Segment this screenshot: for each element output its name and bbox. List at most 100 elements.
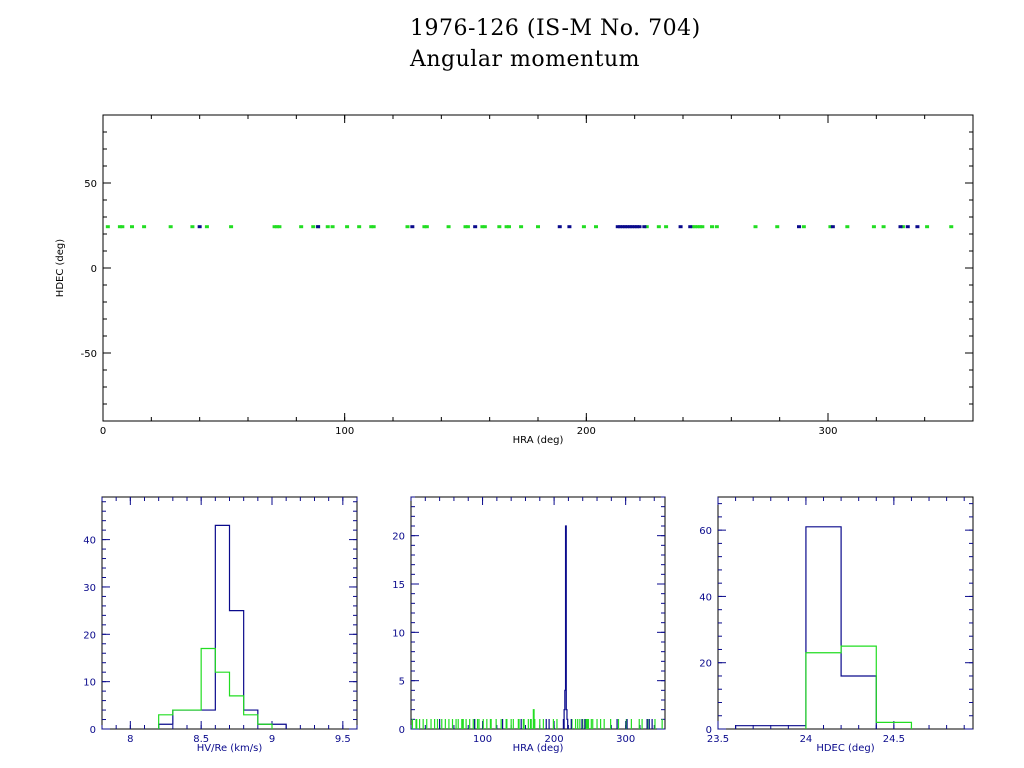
data-point-green — [117, 225, 122, 229]
hist1-xtick-label: 8.5 — [193, 734, 209, 745]
data-point-blue — [635, 225, 640, 229]
hist2-axes: 100 200 300 0 5 10 15 20 HRA (deg) — [392, 496, 666, 754]
data-point-green — [311, 225, 316, 229]
hist2-hist-green — [532, 709, 535, 729]
data-point-green — [229, 225, 234, 229]
main-xtick-label: 300 — [818, 426, 837, 437]
data-point-green — [325, 225, 330, 229]
data-point-green — [357, 225, 362, 229]
data-point-green — [105, 225, 110, 229]
main-xlabel: HRA (deg) — [513, 435, 564, 446]
data-point-blue — [642, 225, 647, 229]
data-point-blue — [905, 225, 910, 229]
chart-title: 1976-126 (IS-M No. 704) — [410, 16, 701, 41]
data-point-blue — [688, 225, 693, 229]
data-point-green — [664, 225, 669, 229]
hist2-ytick-label: 10 — [392, 628, 405, 639]
main-xtick-label: 0 — [100, 426, 106, 437]
data-point-green — [275, 225, 279, 229]
data-point-green — [446, 225, 451, 229]
data-point-green — [272, 225, 277, 229]
data-point-green — [497, 225, 502, 229]
hist2-ytick-label: 0 — [399, 725, 405, 736]
data-point-green — [536, 225, 540, 229]
data-point-green — [925, 225, 930, 229]
hist3-xtick-label: 23.5 — [707, 734, 729, 745]
data-point-green — [710, 225, 714, 229]
data-point-green — [519, 225, 524, 229]
hist2-ytick-label: 5 — [399, 677, 405, 688]
data-point-green — [714, 225, 719, 229]
data-point-blue — [637, 225, 642, 229]
hist2-ytick-label: 20 — [392, 532, 405, 543]
data-point-green — [700, 225, 705, 229]
data-point-blue — [410, 225, 415, 229]
data-point-blue — [557, 225, 562, 229]
main-xtick-label: 200 — [577, 426, 596, 437]
data-point-blue — [630, 225, 635, 229]
data-point-green — [693, 225, 698, 229]
data-point-blue — [615, 225, 620, 229]
hist3-hist-blue — [734, 526, 877, 729]
data-point-green — [422, 225, 427, 229]
hist2-hist-blue — [563, 525, 569, 729]
hist1-xtick-label: 8 — [127, 734, 133, 745]
data-point-blue — [623, 225, 627, 229]
hist1-xtick-label: 9.5 — [335, 734, 351, 745]
data-point-blue — [915, 225, 920, 229]
data-point-green — [949, 225, 954, 229]
chart-subtitle: Angular momentum — [410, 47, 640, 72]
data-point-green — [900, 225, 905, 229]
data-point-blue — [632, 225, 637, 229]
main-axes: 0 100 200 300 -50 0 50 HRA (deg) HDEC (deg) — [55, 114, 974, 446]
data-point-green — [369, 225, 374, 229]
data-point-blue — [316, 225, 321, 229]
data-point-blue — [678, 225, 683, 229]
hist3-hist-green — [805, 645, 913, 729]
data-point-green — [482, 225, 487, 229]
data-point-green — [656, 225, 661, 229]
data-point-blue — [473, 225, 478, 229]
main-ytick-label: 50 — [84, 179, 97, 190]
data-point-green — [168, 225, 173, 229]
data-point-green — [828, 225, 833, 229]
data-point-blue — [830, 225, 835, 229]
main-ytick-label: -50 — [81, 349, 97, 360]
data-point-green — [142, 225, 147, 229]
data-point-green — [463, 225, 468, 229]
data-point-green — [775, 225, 780, 229]
data-point-green — [204, 225, 209, 229]
hist1-hist-green — [158, 647, 273, 729]
data-point-green — [594, 225, 598, 229]
data-point-green — [371, 225, 376, 229]
data-point-green — [345, 225, 350, 229]
hist2-frame — [410, 496, 666, 730]
hist3-xlabel: HDEC (deg) — [816, 743, 874, 754]
main-ylabel: HDEC (deg) — [55, 239, 66, 297]
hist2-xtick-label: 200 — [545, 734, 564, 745]
data-point-green — [465, 225, 470, 229]
data-point-green — [697, 225, 702, 229]
hist2-xlabel: HRA (deg) — [513, 743, 564, 754]
hist1-ytick-label: 10 — [83, 678, 96, 689]
data-point-green — [424, 225, 429, 229]
data-point-green — [881, 225, 886, 229]
main-frame — [102, 114, 974, 422]
data-point-blue — [797, 225, 801, 229]
hist1-ytick-label: 0 — [90, 725, 96, 736]
data-point-green — [504, 225, 509, 229]
hist1-xlabel: HV/Re (km/s) — [197, 743, 263, 754]
hist1-ytick-label: 30 — [83, 583, 96, 594]
main-ytick-label: 0 — [91, 264, 97, 275]
data-point-green — [690, 225, 695, 229]
data-point-blue — [898, 225, 903, 229]
hist3-xtick-label: 24.5 — [883, 734, 905, 745]
hist3-ytick-label: 0 — [706, 725, 712, 736]
hist1-ytick-label: 20 — [83, 630, 96, 641]
hist3-axes: 23.5 24 24.5 0 20 40 60 HDEC (deg) — [699, 496, 974, 754]
data-point-green — [695, 225, 700, 229]
hist3-xtick-label: 24 — [800, 734, 813, 745]
hist3-ytick-label: 40 — [699, 592, 712, 603]
data-point-green — [130, 225, 134, 229]
